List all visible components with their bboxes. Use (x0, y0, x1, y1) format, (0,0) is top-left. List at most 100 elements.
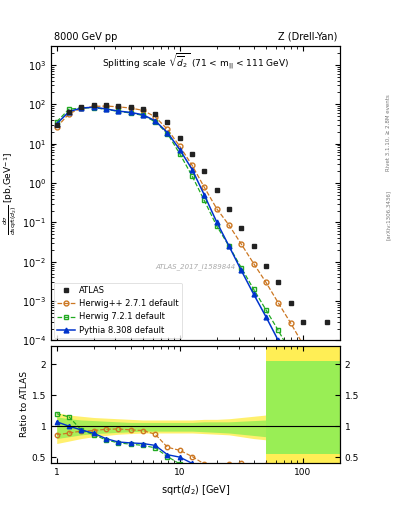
Herwig++ 2.7.1 default (141, 108, 145, 114)
Pythia 8.308 default (215, 219, 219, 225)
Legend: ATLAS, Herwig++ 2.7.1 default, Herwig 7.2.1 default, Pythia 8.308 default: ATLAS, Herwig++ 2.7.1 default, Herwig 7.… (53, 283, 182, 338)
Herwig 7.2.1 default (116, 108, 121, 114)
Pythia 8.308 default (178, 146, 182, 153)
Herwig 7.2.1 default (104, 106, 108, 113)
Herwig++ 2.7.1 default (128, 105, 133, 111)
Herwig++ 2.7.1 default (178, 143, 182, 150)
Pythia 8.308 default (165, 130, 170, 136)
ATLAS (264, 263, 268, 269)
Herwig++ 2.7.1 default (313, 361, 318, 367)
Pythia 8.308 default (264, 314, 268, 320)
Herwig++ 2.7.1 default (116, 104, 121, 110)
Herwig 7.2.1 default (251, 286, 256, 292)
ATLAS (178, 135, 182, 141)
Herwig 7.2.1 default (215, 223, 219, 229)
ATLAS (67, 109, 72, 115)
Herwig++ 2.7.1 default (264, 279, 268, 285)
ATLAS (301, 318, 305, 325)
Pythia 8.308 default (54, 121, 59, 127)
Herwig 7.2.1 default (165, 131, 170, 137)
Y-axis label: $\frac{d\sigma}{d\mathrm{sqrt}(d_2)}$ [pb,GeV$^{-1}$]: $\frac{d\sigma}{d\mathrm{sqrt}(d_2)}$ [p… (2, 152, 19, 235)
ATLAS (116, 103, 121, 109)
Herwig 7.2.1 default (67, 106, 72, 112)
Herwig++ 2.7.1 default (251, 261, 256, 267)
Pythia 8.308 default (104, 106, 108, 112)
Herwig 7.2.1 default (178, 151, 182, 157)
Herwig 7.2.1 default (54, 119, 59, 125)
Herwig++ 2.7.1 default (202, 184, 207, 190)
Pythia 8.308 default (153, 118, 158, 124)
ATLAS (104, 102, 108, 108)
ATLAS (288, 300, 293, 306)
Pythia 8.308 default (128, 110, 133, 116)
Pythia 8.308 default (239, 267, 244, 273)
Pythia 8.308 default (190, 166, 195, 173)
Herwig 7.2.1 default (92, 104, 96, 111)
ATLAS (227, 206, 231, 212)
Pythia 8.308 default (141, 112, 145, 118)
Herwig 7.2.1 default (79, 105, 84, 111)
Herwig++ 2.7.1 default (288, 320, 293, 326)
Herwig 7.2.1 default (190, 173, 195, 179)
Pythia 8.308 default (276, 337, 281, 344)
Text: Z (Drell-Yan): Z (Drell-Yan) (278, 32, 337, 41)
Pythia 8.308 default (92, 104, 96, 110)
Pythia 8.308 default (116, 108, 121, 114)
Text: 8000 GeV pp: 8000 GeV pp (54, 32, 118, 41)
Herwig++ 2.7.1 default (79, 105, 84, 112)
Pythia 8.308 default (288, 358, 293, 364)
ATLAS (276, 279, 281, 285)
ATLAS (202, 168, 207, 174)
Line: Herwig++ 2.7.1 default: Herwig++ 2.7.1 default (54, 103, 318, 367)
ATLAS (128, 104, 133, 110)
Herwig 7.2.1 default (288, 349, 293, 355)
Pythia 8.308 default (79, 105, 84, 111)
Herwig++ 2.7.1 default (215, 206, 219, 212)
Herwig++ 2.7.1 default (165, 126, 170, 133)
Line: Herwig 7.2.1 default: Herwig 7.2.1 default (54, 105, 318, 394)
Herwig++ 2.7.1 default (190, 162, 195, 168)
Line: Pythia 8.308 default: Pythia 8.308 default (54, 105, 318, 412)
Pythia 8.308 default (202, 192, 207, 198)
Herwig++ 2.7.1 default (92, 103, 96, 110)
Herwig 7.2.1 default (276, 327, 281, 333)
Herwig++ 2.7.1 default (104, 103, 108, 109)
ATLAS (190, 151, 195, 157)
Y-axis label: Ratio to ATLAS: Ratio to ATLAS (20, 372, 29, 437)
Herwig++ 2.7.1 default (153, 114, 158, 120)
ATLAS (215, 187, 219, 194)
Herwig 7.2.1 default (128, 110, 133, 116)
ATLAS (141, 106, 145, 112)
ATLAS (153, 112, 158, 118)
Herwig 7.2.1 default (301, 370, 305, 376)
ATLAS (165, 119, 170, 125)
Pythia 8.308 default (251, 291, 256, 297)
Herwig++ 2.7.1 default (276, 300, 281, 306)
X-axis label: sqrt($d_2$) [GeV]: sqrt($d_2$) [GeV] (161, 483, 230, 497)
Herwig 7.2.1 default (313, 389, 318, 395)
Text: Rivet 3.1.10, ≥ 2.8M events: Rivet 3.1.10, ≥ 2.8M events (386, 95, 391, 172)
Text: ATLAS_2017_I1589844: ATLAS_2017_I1589844 (155, 264, 236, 270)
Herwig 7.2.1 default (227, 243, 231, 249)
Herwig++ 2.7.1 default (54, 124, 59, 131)
ATLAS (325, 318, 330, 325)
Herwig++ 2.7.1 default (227, 222, 231, 228)
Herwig 7.2.1 default (202, 198, 207, 204)
Herwig 7.2.1 default (153, 119, 158, 125)
Herwig++ 2.7.1 default (301, 341, 305, 347)
ATLAS (239, 225, 244, 231)
ATLAS (251, 243, 256, 249)
Pythia 8.308 default (301, 383, 305, 389)
Herwig 7.2.1 default (141, 112, 145, 118)
Text: [arXiv:1306.3436]: [arXiv:1306.3436] (386, 190, 391, 240)
Herwig 7.2.1 default (239, 265, 244, 271)
Line: ATLAS: ATLAS (54, 103, 330, 324)
Pythia 8.308 default (227, 243, 231, 249)
ATLAS (54, 122, 59, 128)
Herwig++ 2.7.1 default (239, 241, 244, 247)
ATLAS (92, 102, 96, 108)
Herwig 7.2.1 default (264, 307, 268, 313)
ATLAS (79, 104, 84, 110)
Text: Splitting scale $\sqrt{\overline{d}_2}$ (71 < m$_{||}$ < 111 GeV): Splitting scale $\sqrt{\overline{d}_2}$ … (102, 52, 289, 72)
Pythia 8.308 default (67, 109, 72, 115)
